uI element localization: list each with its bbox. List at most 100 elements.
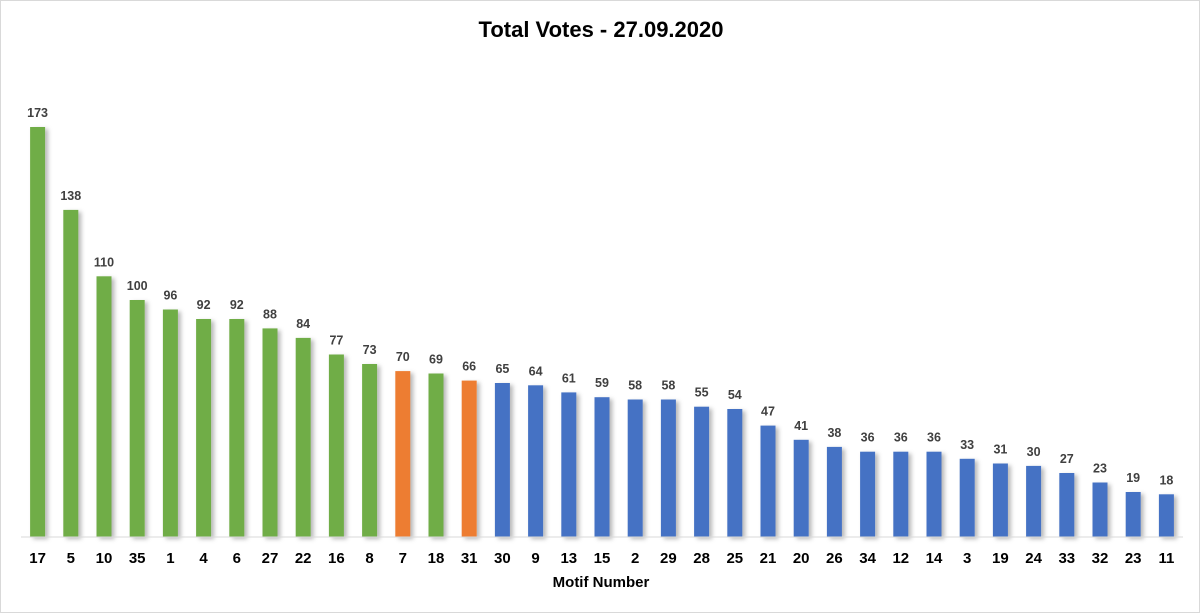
bar-18 (428, 373, 444, 537)
x-tick-label-13: 13 (560, 550, 577, 567)
bar-25 (727, 409, 743, 537)
x-tick-label-31: 31 (461, 550, 478, 567)
data-label-12: 36 (894, 431, 908, 445)
x-tick-label-33: 33 (1058, 550, 1075, 567)
bar-2 (627, 399, 643, 537)
bar-14 (926, 451, 942, 537)
data-label-16: 77 (329, 334, 343, 348)
data-label-27: 88 (263, 307, 277, 321)
x-tick-label-15: 15 (594, 550, 611, 567)
bar-21 (760, 425, 776, 537)
data-label-15: 59 (595, 376, 609, 390)
bar-34 (860, 451, 876, 537)
x-tick-label-8: 8 (365, 550, 373, 567)
bar-10 (96, 276, 112, 537)
x-tick-label-30: 30 (494, 550, 511, 567)
data-label-32: 23 (1093, 462, 1107, 476)
bar-31 (461, 380, 477, 537)
data-label-24: 30 (1027, 445, 1041, 459)
x-tick-label-17: 17 (29, 550, 46, 567)
bar-33 (1059, 473, 1075, 537)
x-tick-label-5: 5 (67, 550, 75, 567)
x-tick-label-32: 32 (1092, 550, 1109, 567)
data-label-14: 36 (927, 431, 941, 445)
bar-28 (694, 406, 710, 537)
data-label-11: 18 (1159, 473, 1173, 487)
data-label-3: 33 (960, 438, 974, 452)
x-tick-label-16: 16 (328, 550, 345, 567)
data-label-19: 31 (993, 443, 1007, 457)
bar-6 (229, 319, 245, 537)
bar-5 (63, 209, 79, 537)
data-label-22: 84 (296, 317, 310, 331)
bar-23 (1125, 492, 1141, 537)
data-label-18: 69 (429, 353, 443, 367)
x-tick-label-4: 4 (199, 550, 208, 567)
data-label-2: 58 (628, 379, 642, 393)
x-tick-label-3: 3 (963, 550, 971, 567)
x-tick-label-12: 12 (892, 550, 909, 567)
bar-26 (826, 446, 842, 537)
x-tick-label-24: 24 (1025, 550, 1042, 567)
x-tick-label-14: 14 (926, 550, 943, 567)
bar-13 (561, 392, 577, 537)
x-tick-label-25: 25 (726, 550, 743, 567)
data-label-5: 138 (60, 189, 81, 203)
x-tick-label-35: 35 (129, 550, 146, 567)
bar-8 (362, 364, 378, 537)
bar-22 (295, 337, 311, 537)
x-tick-label-18: 18 (428, 550, 445, 567)
x-tick-label-6: 6 (233, 550, 241, 567)
x-tick-label-7: 7 (399, 550, 407, 567)
bar-27 (262, 328, 278, 537)
data-label-17: 173 (27, 106, 48, 120)
data-label-30: 65 (495, 362, 509, 376)
x-tick-label-28: 28 (693, 550, 710, 567)
x-tick-label-23: 23 (1125, 550, 1142, 567)
data-label-25: 54 (728, 388, 742, 402)
data-label-13: 61 (562, 371, 576, 385)
data-label-28: 55 (695, 386, 709, 400)
bar-29 (660, 399, 676, 537)
data-label-35: 100 (127, 279, 148, 293)
bar-12 (893, 451, 909, 537)
x-tick-label-1: 1 (166, 550, 174, 567)
data-label-26: 38 (827, 426, 841, 440)
data-label-1: 96 (163, 289, 177, 303)
chart-title: Total Votes - 27.09.2020 (479, 17, 724, 42)
x-tick-label-19: 19 (992, 550, 1009, 567)
x-tick-label-9: 9 (531, 550, 539, 567)
bar-35 (129, 300, 145, 537)
x-tick-label-21: 21 (760, 550, 777, 567)
bar-17 (30, 127, 46, 537)
data-label-23: 19 (1126, 471, 1140, 485)
x-axis-label: Motif Number (553, 574, 650, 591)
data-label-10: 110 (94, 255, 114, 269)
data-label-4: 92 (197, 298, 211, 312)
x-tick-label-20: 20 (793, 550, 810, 567)
bar-24 (1026, 465, 1042, 537)
bar-1 (162, 309, 178, 537)
data-label-7: 70 (396, 350, 410, 364)
bar-32 (1092, 482, 1108, 537)
bar-7 (395, 371, 411, 537)
data-label-33: 27 (1060, 452, 1074, 466)
x-tick-label-27: 27 (262, 550, 279, 567)
bar-20 (793, 439, 809, 537)
data-label-8: 73 (363, 343, 377, 357)
data-label-21: 47 (761, 405, 775, 419)
x-tick-label-11: 11 (1158, 550, 1174, 567)
bar-4 (196, 319, 212, 537)
bar-19 (992, 463, 1008, 537)
x-tick-label-22: 22 (295, 550, 312, 567)
x-tick-label-10: 10 (96, 550, 113, 567)
x-tick-label-29: 29 (660, 550, 677, 567)
data-label-20: 41 (794, 419, 808, 433)
data-label-31: 66 (462, 360, 476, 374)
x-tick-label-34: 34 (859, 550, 876, 567)
bar-16 (328, 354, 344, 537)
bar-9 (528, 385, 544, 537)
x-tick-labels: 17 5 10 35 1 4 6 27 22 16 8 7 18 31 30 9 13 15 2 29 28 25 21 20… (29, 550, 1174, 567)
bars-group (30, 127, 1174, 537)
